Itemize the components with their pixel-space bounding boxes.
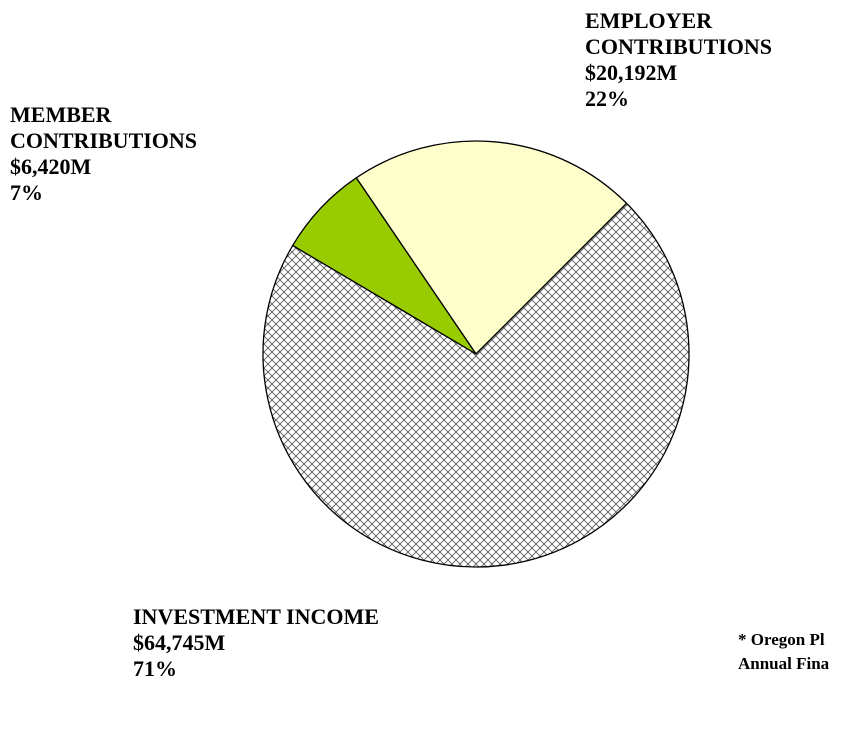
footnote-line: * Oregon Pl xyxy=(738,630,825,649)
footnote-line: Annual Fina xyxy=(738,654,830,673)
slice-label: INVESTMENT INCOME $64,745M 71% xyxy=(133,604,398,682)
value-label: 71% xyxy=(133,656,177,681)
category-label: MEMBER CONTRIBUTIONS xyxy=(10,102,198,153)
pie xyxy=(262,140,690,568)
value-label: 7% xyxy=(10,180,43,205)
amount-label: $64,745M xyxy=(133,630,226,655)
footnote: * Oregon Pl Annual Fina xyxy=(738,628,829,676)
category-label: EMPLOYER CONTRIBUTIONS xyxy=(585,8,773,59)
amount-label: $20,192M xyxy=(585,60,678,85)
slice-label: MEMBER CONTRIBUTIONS $6,420M 7% xyxy=(10,102,275,206)
pie-slice xyxy=(262,202,690,568)
category-label: INVESTMENT INCOME xyxy=(133,604,379,629)
value-label: 22% xyxy=(585,86,629,111)
pie-slice xyxy=(355,140,628,356)
slice-label: EMPLOYER CONTRIBUTIONS $20,192M 22% xyxy=(585,8,850,112)
amount-label: $6,420M xyxy=(10,154,92,179)
